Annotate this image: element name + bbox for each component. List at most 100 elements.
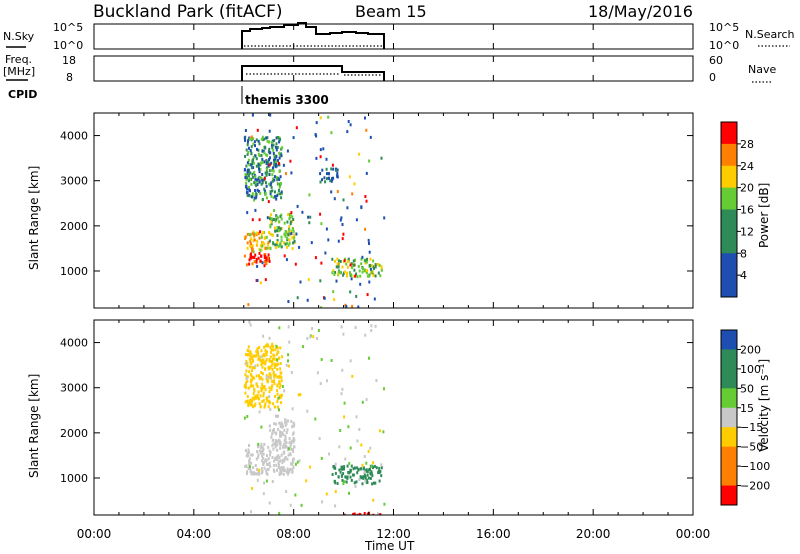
- echo-cell: [255, 349, 258, 353]
- echo-cell: [250, 152, 253, 156]
- echo-cell: [277, 466, 280, 469]
- echo-cell: [254, 253, 257, 257]
- echo-cell: [255, 260, 258, 264]
- echo-cell: [279, 242, 282, 245]
- echo-cell: [279, 394, 281, 398]
- power-colorbar: 28 24 20 16 12 8 4: [720, 121, 754, 298]
- echo-cell: [365, 269, 368, 273]
- echo-cell: [365, 260, 368, 264]
- nsky-ytick-hi-right: 10^5: [709, 21, 739, 34]
- echo-cell: [373, 297, 376, 301]
- echo-cell: [244, 465, 247, 468]
- echo-cell: [279, 425, 282, 428]
- echo-cell: [273, 178, 276, 182]
- echo-cell: [277, 461, 280, 465]
- echo-cell: [264, 253, 267, 256]
- echo-cell: [245, 376, 248, 380]
- echo-cell: [355, 272, 358, 276]
- echo-cell: [292, 229, 295, 233]
- echo-cell: [353, 182, 356, 186]
- echo-cell: [334, 466, 337, 470]
- echo-cell: [258, 167, 260, 171]
- echo-cell: [337, 265, 340, 269]
- echo-cell: [293, 423, 296, 427]
- echo-cell: [280, 217, 283, 221]
- echo-cell: [349, 359, 352, 363]
- echo-cell: [250, 378, 253, 382]
- echo-cell: [268, 182, 271, 186]
- echo-cell: [278, 226, 281, 230]
- echo-cell: [260, 248, 263, 252]
- echo-cell: [268, 158, 271, 161]
- echo-cell: [353, 481, 356, 485]
- echo-cell: [272, 464, 275, 467]
- echo-cell: [252, 239, 255, 243]
- echo-cell: [266, 379, 269, 383]
- echo-cell: [281, 445, 284, 449]
- echo-cell: [278, 169, 281, 173]
- echo-cell: [275, 352, 278, 356]
- echo-cell: [254, 144, 256, 148]
- echo-cell: [280, 379, 283, 383]
- echo-cell: [259, 244, 262, 248]
- echo-cell: [360, 443, 363, 447]
- echo-cell: [337, 259, 340, 263]
- echo-cell: [245, 173, 248, 177]
- echo-cell: [275, 463, 278, 467]
- echo-cell: [298, 245, 301, 249]
- echo-cell: [346, 271, 349, 275]
- echo-cell: [337, 239, 340, 243]
- echo-cell: [265, 153, 268, 157]
- echo-cell: [265, 181, 267, 185]
- echo-cell: [260, 425, 263, 429]
- echo-cell: [280, 152, 283, 156]
- echo-cell: [265, 358, 268, 362]
- freq-ytick-hi: 18: [62, 54, 76, 67]
- echo-cell: [274, 190, 276, 194]
- echo-cell: [299, 280, 302, 284]
- echo-cell: [247, 150, 250, 154]
- echo-cell: [292, 218, 295, 221]
- echo-cell: [269, 464, 272, 468]
- echo-cell: [254, 181, 257, 185]
- echo-cell: [272, 402, 275, 406]
- nsearch-label: N.Search: [745, 28, 795, 41]
- echo-cell: [291, 215, 294, 219]
- freq-ytick-lo: 8: [66, 71, 73, 84]
- echo-cell: [277, 182, 280, 186]
- echo-cell: [291, 236, 294, 240]
- echo-cell: [333, 197, 336, 201]
- echo-cell: [260, 466, 263, 470]
- echo-cell: [275, 432, 278, 436]
- echo-cell: [254, 154, 257, 158]
- echo-cell: [249, 233, 252, 237]
- echo-cell: [257, 455, 260, 459]
- echo-cell: [293, 239, 296, 243]
- echo-cell: [351, 304, 354, 308]
- echo-cell: [271, 173, 274, 177]
- velocity-yticks: 1000 2000 3000 4000: [60, 337, 693, 485]
- echo-cell: [250, 145, 253, 149]
- echo-cell: [270, 387, 273, 391]
- echo-cell: [360, 257, 363, 261]
- echo-cell: [347, 120, 350, 123]
- echo-cell: [276, 440, 278, 444]
- echo-cell: [365, 171, 368, 175]
- echo-cell: [255, 178, 258, 182]
- echo-cell: [247, 386, 250, 390]
- echo-cell: [267, 164, 270, 168]
- ytick-label: 3000: [60, 382, 88, 395]
- echo-cell: [279, 192, 282, 196]
- echo-cell: [270, 213, 273, 217]
- echo-cell: [246, 470, 249, 474]
- echo-cell: [327, 172, 330, 175]
- echo-cell: [248, 459, 251, 463]
- echo-cell: [251, 486, 254, 490]
- echo-cell: [279, 423, 282, 427]
- echo-cell: [364, 261, 367, 265]
- echo-cell: [319, 180, 322, 184]
- echo-cell: [261, 181, 264, 185]
- nave-ytick-lo: 0: [709, 71, 716, 84]
- echo-cell: [343, 415, 346, 419]
- echo-cell: [320, 456, 323, 460]
